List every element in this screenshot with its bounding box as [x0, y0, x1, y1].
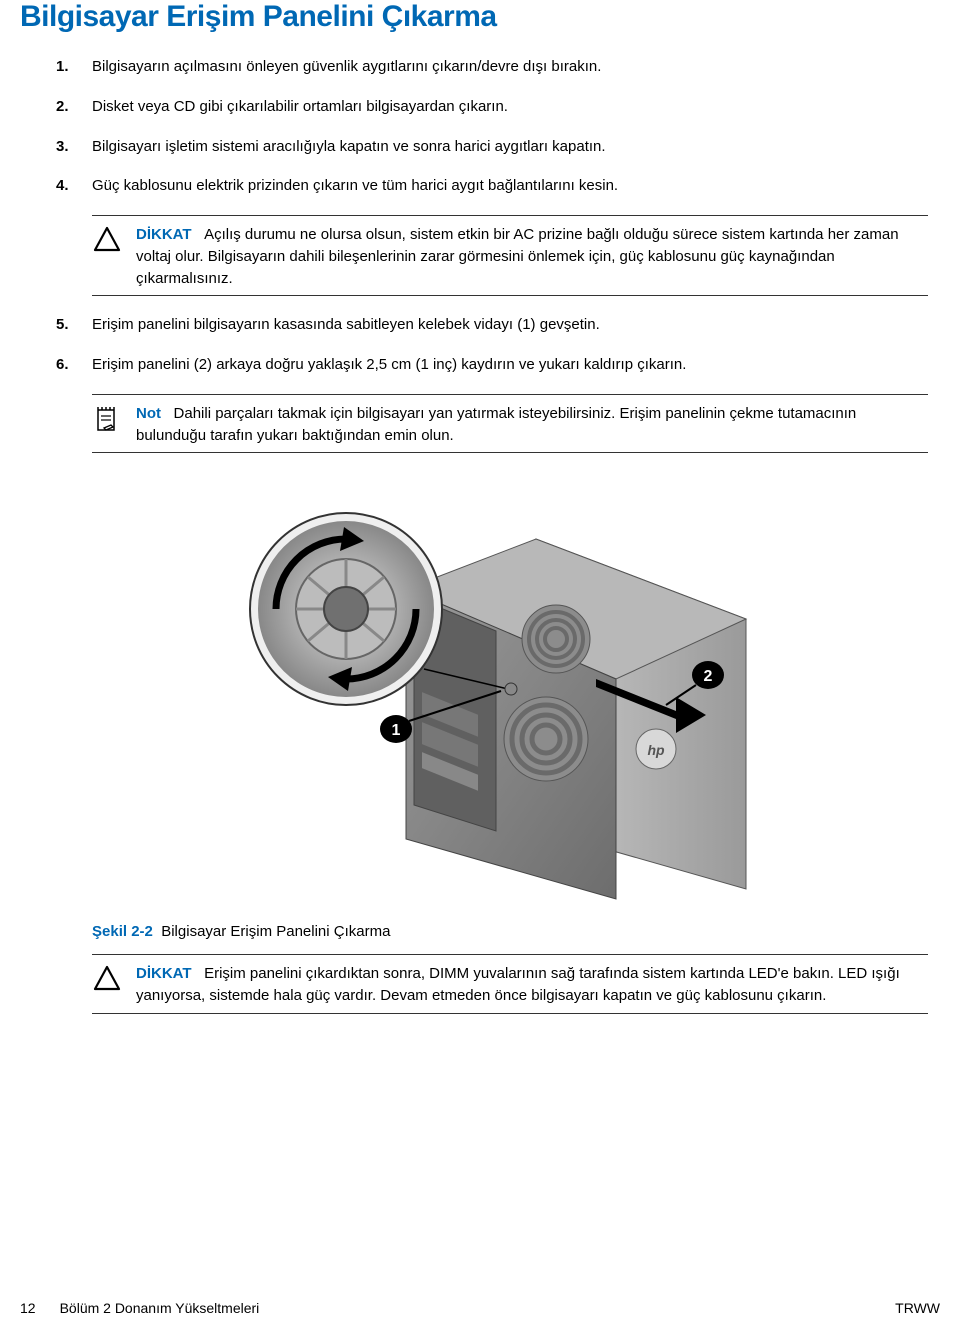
callout-rule	[92, 295, 928, 296]
caution-callout-1: DİKKAT Açılış durumu ne olursa olsun, si…	[92, 215, 940, 296]
step-number: 3.	[56, 136, 92, 158]
step-number: 4.	[56, 175, 92, 197]
step-list-continued: 5. Erişim panelini bilgisayarın kasasınd…	[20, 314, 940, 376]
step-text: Bilgisayarı işletim sistemi aracılığıyla…	[92, 136, 940, 158]
figure-caption: Şekil 2-2 Bilgisayar Erişim Panelini Çık…	[92, 923, 940, 940]
step-4: 4. Güç kablosunu elektrik prizinden çıka…	[56, 175, 940, 197]
callout-label: Not	[136, 405, 161, 422]
step-number: 1.	[56, 56, 92, 78]
page-footer: 12 Bölüm 2 Donanım Yükseltmeleri TRWW	[0, 1300, 960, 1316]
figure-illustration: hp 1 2	[92, 479, 940, 909]
footer-section: Bölüm 2 Donanım Yükseltmeleri	[60, 1300, 260, 1316]
step-list: 1. Bilgisayarın açılmasını önleyen güven…	[20, 56, 940, 197]
callout-text: DİKKAT Açılış durumu ne olursa olsun, si…	[136, 224, 928, 289]
page-title: Bilgisayar Erişim Panelini Çıkarma	[20, 0, 940, 34]
step-number: 6.	[56, 354, 92, 376]
caution-icon	[92, 224, 122, 252]
callout-body-text: Dahili parçaları takmak için bilgisayarı…	[136, 405, 856, 444]
step-number: 2.	[56, 96, 92, 118]
figure-callout-1: 1	[392, 722, 401, 739]
callout-text: Not Dahili parçaları takmak için bilgisa…	[136, 403, 928, 447]
computer-illustration: hp 1 2	[236, 479, 796, 909]
note-callout: Not Dahili parçaları takmak için bilgisa…	[92, 394, 940, 454]
callout-rule	[92, 394, 928, 395]
callout-label: DİKKAT	[136, 965, 192, 982]
step-2: 2. Disket veya CD gibi çıkarılabilir ort…	[56, 96, 940, 118]
callout-rule	[92, 954, 928, 955]
callout-rule	[92, 1013, 928, 1014]
step-number: 5.	[56, 314, 92, 336]
caution-callout-2: DİKKAT Erişim panelini çıkardıktan sonra…	[92, 954, 940, 1014]
callout-body-text: Erişim panelini çıkardıktan sonra, DIMM …	[136, 965, 900, 1004]
svg-text:hp: hp	[647, 742, 665, 758]
step-text: Disket veya CD gibi çıkarılabilir ortaml…	[92, 96, 940, 118]
callout-label: DİKKAT	[136, 226, 192, 243]
caution-icon	[92, 963, 122, 991]
figure-caption-lead: Şekil 2-2	[92, 923, 153, 940]
callout-rule	[92, 215, 928, 216]
note-icon	[92, 403, 122, 435]
step-1: 1. Bilgisayarın açılmasını önleyen güven…	[56, 56, 940, 78]
step-5: 5. Erişim panelini bilgisayarın kasasınd…	[56, 314, 940, 336]
callout-text: DİKKAT Erişim panelini çıkardıktan sonra…	[136, 963, 928, 1007]
step-3: 3. Bilgisayarı işletim sistemi aracılığı…	[56, 136, 940, 158]
figure-caption-text: Bilgisayar Erişim Panelini Çıkarma	[161, 923, 390, 940]
page-number: 12	[20, 1300, 36, 1316]
step-text: Erişim panelini bilgisayarın kasasında s…	[92, 314, 940, 336]
step-6: 6. Erişim panelini (2) arkaya doğru yakl…	[56, 354, 940, 376]
step-text: Bilgisayarın açılmasını önleyen güvenlik…	[92, 56, 940, 78]
step-text: Erişim panelini (2) arkaya doğru yaklaşı…	[92, 354, 940, 376]
callout-rule	[92, 452, 928, 453]
footer-locale: TRWW	[895, 1300, 940, 1316]
step-text: Güç kablosunu elektrik prizinden çıkarın…	[92, 175, 940, 197]
callout-body-text: Açılış durumu ne olursa olsun, sistem et…	[136, 226, 899, 287]
figure-callout-2: 2	[704, 668, 713, 685]
